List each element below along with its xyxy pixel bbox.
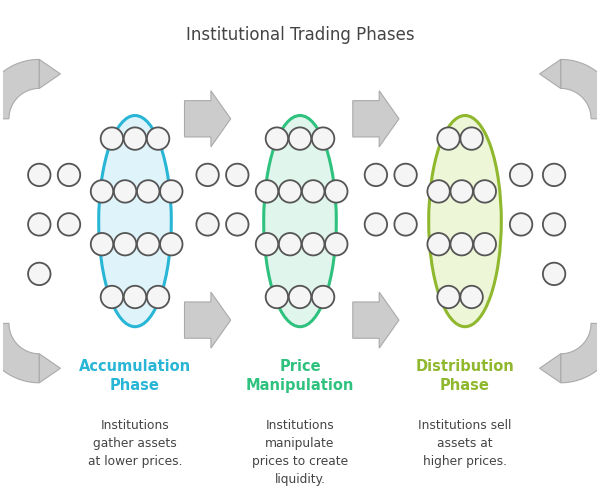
Circle shape: [437, 286, 460, 308]
Circle shape: [256, 233, 278, 255]
Polygon shape: [40, 59, 61, 89]
Circle shape: [226, 213, 248, 236]
Text: Institutional Trading Phases: Institutional Trading Phases: [185, 26, 415, 45]
Text: Institutions
gather assets
at lower prices.: Institutions gather assets at lower pric…: [88, 419, 182, 468]
Circle shape: [427, 180, 450, 202]
Circle shape: [394, 164, 417, 186]
Circle shape: [196, 164, 219, 186]
Polygon shape: [353, 292, 399, 348]
Polygon shape: [539, 354, 560, 383]
Circle shape: [302, 180, 325, 202]
Polygon shape: [0, 323, 40, 383]
Circle shape: [427, 233, 450, 255]
Circle shape: [451, 233, 473, 255]
Circle shape: [196, 213, 219, 236]
Circle shape: [28, 263, 50, 285]
Circle shape: [543, 164, 565, 186]
Circle shape: [325, 233, 347, 255]
Polygon shape: [539, 59, 560, 89]
Circle shape: [289, 127, 311, 150]
Text: Institutions sell
assets at
higher prices.: Institutions sell assets at higher price…: [418, 419, 512, 468]
Circle shape: [124, 127, 146, 150]
Ellipse shape: [428, 115, 502, 327]
Text: Manipulation: Manipulation: [246, 378, 354, 393]
Circle shape: [394, 213, 417, 236]
Circle shape: [91, 233, 113, 255]
Text: Accumulation: Accumulation: [79, 359, 191, 374]
Circle shape: [365, 213, 387, 236]
Circle shape: [451, 180, 473, 202]
Circle shape: [510, 164, 532, 186]
Circle shape: [365, 164, 387, 186]
Circle shape: [460, 127, 483, 150]
Text: Phase: Phase: [440, 378, 490, 393]
Polygon shape: [0, 59, 40, 119]
Circle shape: [101, 127, 123, 150]
Circle shape: [124, 286, 146, 308]
Polygon shape: [560, 59, 600, 119]
Circle shape: [543, 263, 565, 285]
Circle shape: [325, 180, 347, 202]
Circle shape: [510, 213, 532, 236]
Circle shape: [279, 180, 301, 202]
Circle shape: [137, 233, 160, 255]
Circle shape: [101, 286, 123, 308]
Circle shape: [473, 233, 496, 255]
Polygon shape: [353, 91, 399, 147]
Circle shape: [160, 180, 182, 202]
Circle shape: [473, 180, 496, 202]
Circle shape: [160, 233, 182, 255]
Circle shape: [543, 213, 565, 236]
Circle shape: [114, 233, 136, 255]
Circle shape: [266, 286, 288, 308]
Circle shape: [114, 180, 136, 202]
Circle shape: [256, 180, 278, 202]
Text: Phase: Phase: [110, 378, 160, 393]
Circle shape: [58, 164, 80, 186]
Circle shape: [289, 286, 311, 308]
Circle shape: [137, 180, 160, 202]
Circle shape: [226, 164, 248, 186]
Text: Price: Price: [279, 359, 321, 374]
Circle shape: [266, 127, 288, 150]
Ellipse shape: [98, 115, 172, 327]
Polygon shape: [185, 91, 230, 147]
Text: Distribution: Distribution: [416, 359, 514, 374]
Polygon shape: [185, 292, 230, 348]
Circle shape: [302, 233, 325, 255]
Text: Institutions
manipulate
prices to create
liquidity.: Institutions manipulate prices to create…: [252, 419, 348, 486]
Circle shape: [28, 164, 50, 186]
Circle shape: [437, 127, 460, 150]
Circle shape: [279, 233, 301, 255]
Circle shape: [312, 286, 334, 308]
Circle shape: [91, 180, 113, 202]
Ellipse shape: [264, 115, 337, 327]
Circle shape: [312, 127, 334, 150]
Polygon shape: [40, 354, 61, 383]
Circle shape: [460, 286, 483, 308]
Circle shape: [28, 213, 50, 236]
Polygon shape: [560, 323, 600, 383]
Circle shape: [58, 213, 80, 236]
Circle shape: [147, 286, 169, 308]
Circle shape: [147, 127, 169, 150]
